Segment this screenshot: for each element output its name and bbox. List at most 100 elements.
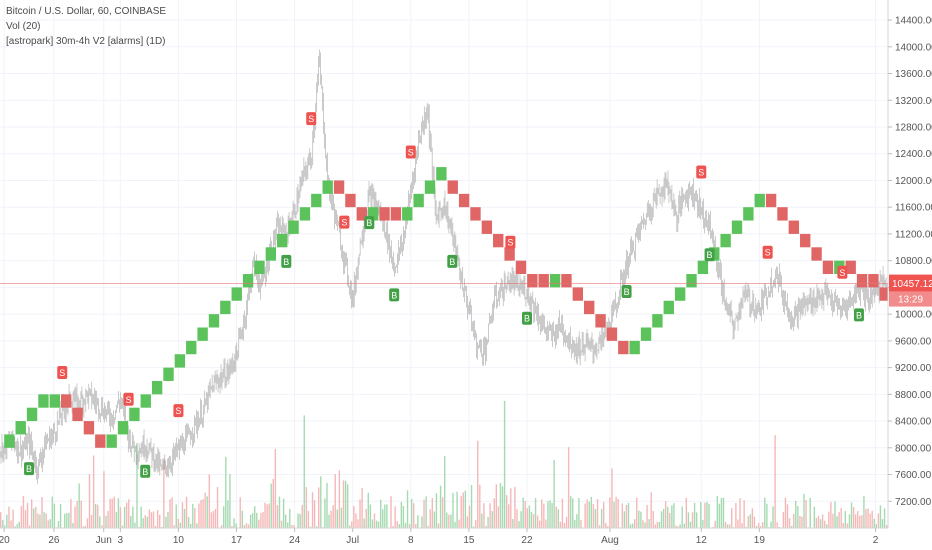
renko-brick-down [595, 314, 606, 328]
y-tick-label: 13600.00 [895, 69, 932, 80]
volume-bar [861, 515, 863, 528]
volume-bar [526, 508, 529, 528]
renko-brick-up [129, 407, 140, 422]
volume-bar [202, 499, 204, 528]
volume-bar [495, 484, 498, 528]
volume-bar [150, 512, 153, 528]
volume-bar [464, 490, 467, 528]
volume-bar [735, 503, 737, 528]
volume-bar [16, 524, 18, 528]
volume-bar [284, 514, 287, 528]
volume-bar [863, 495, 865, 528]
volume-bar [6, 514, 8, 528]
volume-bar [867, 508, 869, 528]
renko-brick-up [663, 300, 674, 315]
volume-bar [489, 503, 491, 528]
volume-bar [508, 504, 510, 528]
x-tick-label: 19 [754, 535, 766, 546]
volume-bar [171, 497, 173, 528]
volume-bar [538, 520, 541, 528]
renko-brick-down [345, 193, 356, 208]
y-tick-label: 9600.00 [895, 336, 932, 347]
x-tick-label: 3 [118, 535, 124, 546]
volume-bar [603, 501, 605, 528]
signal-label: S [59, 368, 65, 378]
volume-bar [615, 496, 617, 528]
volume-bar [359, 499, 361, 528]
volume-bar [757, 522, 760, 528]
renko-brick-up [402, 207, 413, 221]
volume-bar [871, 510, 873, 528]
signal-label: B [26, 464, 32, 474]
volume-bar [103, 471, 105, 528]
volume-bar [159, 514, 161, 528]
x-tick-label: Aug [601, 535, 619, 546]
volume-bar [524, 500, 526, 528]
renko-brick-down [60, 394, 72, 408]
volume-bar [828, 511, 830, 528]
volume-bar [600, 509, 603, 528]
volume-bar [741, 523, 743, 528]
y-tick-label: 8000.00 [895, 443, 932, 454]
volume-bar [152, 511, 155, 528]
y-tick-label: 14000.00 [895, 42, 932, 53]
volume-bar [728, 524, 731, 528]
volume-bar [41, 496, 43, 528]
renko-brick-down [856, 274, 868, 288]
renko-brick-down [572, 287, 584, 301]
volume-bar [187, 517, 190, 528]
volume-bar [456, 491, 458, 528]
volume-bar [334, 474, 336, 528]
signal-label: B [856, 310, 862, 320]
volume-bar [609, 497, 611, 528]
volume-bar [687, 512, 690, 528]
volume-bar [590, 496, 593, 528]
volume-bar [173, 525, 175, 528]
volume-bar [786, 504, 789, 528]
volume-bar [534, 498, 537, 528]
renko-brick-up [4, 434, 15, 448]
volume-bar [739, 498, 741, 528]
signal-buy [24, 462, 35, 476]
volume-bar [441, 497, 444, 528]
signal-buy [281, 254, 292, 268]
renko-brick-down [515, 260, 527, 275]
volume-bar [28, 525, 31, 528]
volume-bar [105, 515, 107, 528]
volume-bar [883, 508, 886, 528]
volume-bar [20, 506, 23, 528]
volume-bar [427, 525, 429, 528]
volume-bar [177, 519, 179, 528]
volume-bar [448, 514, 450, 528]
volume-bar [196, 523, 198, 528]
renko-brick-down [390, 207, 402, 221]
volume-bar [109, 498, 111, 528]
volume-bar [76, 501, 78, 528]
volume-bar [545, 519, 547, 528]
volume-bar [375, 520, 378, 528]
renko-brick-up [299, 207, 311, 221]
volume-bar [189, 523, 192, 528]
volume-bar [578, 498, 580, 528]
volume-bar [444, 456, 446, 528]
volume-bar [559, 521, 562, 528]
volume-bar [662, 508, 665, 528]
volume-bar [518, 521, 520, 528]
y-tick-label: 8400.00 [895, 417, 932, 428]
volume-bar [584, 503, 586, 528]
volume-bar [530, 512, 533, 528]
volume-bar [675, 525, 677, 528]
indicator-volume[interactable]: Vol (20) [6, 21, 41, 32]
volume-bar [200, 499, 202, 528]
signal-sell [339, 215, 350, 229]
volume-bar [474, 519, 477, 528]
volume-bar [664, 501, 667, 528]
x-tick-label: 12 [696, 535, 708, 546]
volume-bar [144, 515, 146, 528]
volume-bar [115, 511, 118, 528]
volume-bar [704, 502, 706, 528]
renko-brick-up [197, 327, 208, 341]
indicator-astropark[interactable]: [astropark] 30m-4h V2 [alarms] (1D) [6, 36, 166, 47]
